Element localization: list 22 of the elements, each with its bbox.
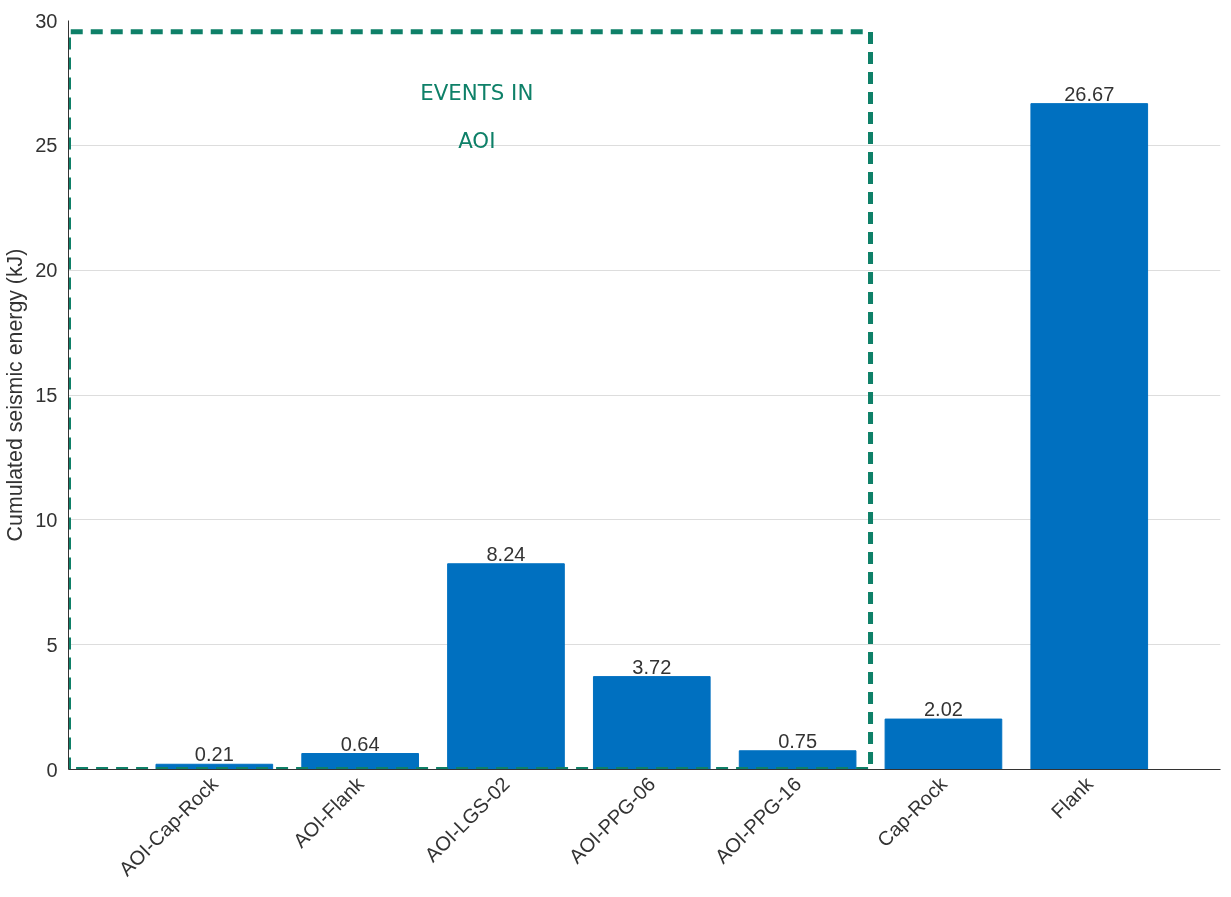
bar xyxy=(1030,103,1149,770)
bar xyxy=(447,563,565,770)
data-label: 3.72 xyxy=(632,655,672,678)
bar xyxy=(738,750,857,770)
data-label: 0.64 xyxy=(340,732,380,755)
y-axis-title: Cumulated seismic energy (kJ) xyxy=(3,248,28,542)
data-label: 2.02 xyxy=(923,698,963,721)
y-tick-label: 20 xyxy=(35,259,58,282)
y-tick-label: 5 xyxy=(46,633,58,656)
y-tick-label: 0 xyxy=(46,758,58,781)
bar xyxy=(301,753,419,770)
data-label: 26.67 xyxy=(1064,82,1115,105)
y-tick-label: 15 xyxy=(35,384,58,406)
data-label: 0.75 xyxy=(778,729,818,752)
y-tick-label: 30 xyxy=(35,9,58,32)
y-tick-label: 10 xyxy=(35,508,58,531)
data-label: 0.21 xyxy=(194,743,234,766)
bar xyxy=(592,676,711,770)
annotation: EVENTS IN AOI xyxy=(420,80,534,153)
data-label: 8.24 xyxy=(486,542,526,565)
y-tick-label: 25 xyxy=(35,134,58,157)
bar xyxy=(884,718,1003,770)
